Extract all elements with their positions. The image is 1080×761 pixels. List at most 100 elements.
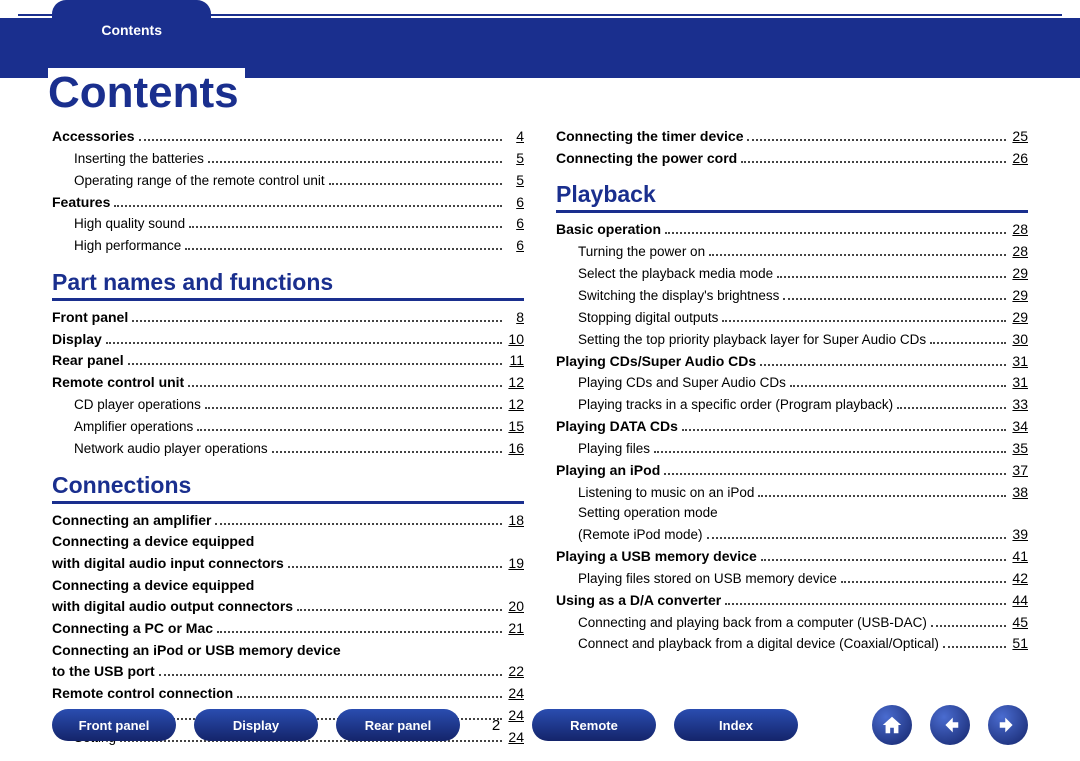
toc-entry-page: 4 — [506, 126, 524, 148]
toc-entry[interactable]: Setting operation mode — [556, 503, 1028, 524]
toc-entry[interactable]: Amplifier operations15 — [52, 416, 524, 438]
toc-entry[interactable]: Remote control connection24 — [52, 683, 524, 705]
toc-entry[interactable]: Basic operation 28 — [556, 219, 1028, 241]
toc-entry[interactable]: Playing an iPod37 — [556, 460, 1028, 482]
toc-entry[interactable]: Playing DATA CDs 34 — [556, 416, 1028, 438]
toc-entry[interactable]: to the USB port22 — [52, 661, 524, 683]
leader-dots — [758, 495, 1006, 497]
toc-entry-page: 5 — [506, 148, 524, 170]
leader-dots — [197, 429, 502, 431]
toc-entry[interactable]: High performance6 — [52, 235, 524, 257]
toc-entry-label: Amplifier operations — [52, 417, 193, 438]
toc-entry[interactable]: Display10 — [52, 329, 524, 351]
home-icon[interactable] — [872, 705, 912, 745]
toc-entry[interactable]: Turning the power on28 — [556, 241, 1028, 263]
toc-entry-page: 42 — [1010, 568, 1028, 590]
leader-dots — [761, 559, 1006, 561]
toc-entry-label: Playing DATA CDs — [556, 416, 678, 438]
toc-entry-label: Connecting and playing back from a compu… — [556, 613, 927, 634]
toc-entry-label: Playing tracks in a specific order (Prog… — [556, 395, 893, 416]
prev-page-icon[interactable] — [930, 705, 970, 745]
toc-entry-label: Display — [52, 329, 102, 351]
leader-dots — [208, 161, 502, 163]
leader-dots — [237, 696, 502, 698]
toc-entry[interactable]: Connecting and playing back from a compu… — [556, 612, 1028, 634]
toc-entry-label: (Remote iPod mode) — [556, 525, 703, 546]
toc-entry-label: Playing a USB memory device — [556, 546, 757, 568]
toc-entry[interactable]: Connecting the power cord26 — [556, 148, 1028, 170]
toc-entry[interactable]: Features6 — [52, 192, 524, 214]
toc-entry[interactable]: High quality sound6 — [52, 213, 524, 235]
leader-dots — [106, 342, 502, 344]
footer-button-index[interactable]: Index — [674, 709, 798, 741]
next-page-icon[interactable] — [988, 705, 1028, 745]
toc-entry-label: Accessories — [52, 126, 135, 148]
toc-entry[interactable]: Setting the top priority playback layer … — [556, 329, 1028, 351]
toc-entry[interactable]: Playing tracks in a specific order (Prog… — [556, 394, 1028, 416]
toc-entry-label: Connecting a device equipped — [52, 531, 254, 553]
toc-entry-page: 39 — [1010, 524, 1028, 546]
leader-dots — [217, 631, 502, 633]
toc-entry[interactable]: Connecting the timer device25 — [556, 126, 1028, 148]
footer-button-rear-panel[interactable]: Rear panel — [336, 709, 460, 741]
toc-entry[interactable]: Select the playback media mode 29 — [556, 263, 1028, 285]
toc-entry-page: 29 — [1010, 307, 1028, 329]
toc-entry[interactable]: Network audio player operations16 — [52, 438, 524, 460]
toc-entry[interactable]: Playing a USB memory device41 — [556, 546, 1028, 568]
toc-entry-label: to the USB port — [52, 661, 155, 683]
footer-button-remote[interactable]: Remote — [532, 709, 656, 741]
toc-entry[interactable]: Remote control unit12 — [52, 372, 524, 394]
toc-entry[interactable]: Connecting a device equipped — [52, 575, 524, 597]
toc-entry[interactable]: Front panel8 — [52, 307, 524, 329]
toc-entry[interactable]: Playing files35 — [556, 438, 1028, 460]
toc-entry[interactable]: Listening to music on an iPod38 — [556, 482, 1028, 504]
toc-entry[interactable]: Operating range of the remote control un… — [52, 170, 524, 192]
toc-entry-label: Features — [52, 192, 110, 214]
toc-entry[interactable]: with digital audio output connectors20 — [52, 596, 524, 618]
leader-dots — [943, 646, 1006, 648]
leader-dots — [931, 625, 1006, 627]
leader-dots — [665, 232, 1006, 234]
leader-dots — [329, 183, 502, 185]
toc-entry-label: Connecting an iPod or USB memory device — [52, 640, 341, 662]
leader-dots — [747, 139, 1006, 141]
toc-entry[interactable]: with digital audio input connectors19 — [52, 553, 524, 575]
toc-entry-page: 25 — [1010, 126, 1028, 148]
toc-entry[interactable]: Stopping digital outputs29 — [556, 307, 1028, 329]
toc-entry-page: 29 — [1010, 263, 1028, 285]
toc-entry[interactable]: Connecting a device equipped — [52, 531, 524, 553]
footer-button-front-panel[interactable]: Front panel — [52, 709, 176, 741]
leader-dots — [128, 363, 502, 365]
toc-entry-label: CD player operations — [52, 395, 201, 416]
toc-entry-page: 28 — [1010, 219, 1028, 241]
toc-entry-label: Connecting a device equipped — [52, 575, 254, 597]
toc-entry-page: 34 — [1010, 416, 1028, 438]
toc-entry[interactable]: Playing files stored on USB memory devic… — [556, 568, 1028, 590]
toc-entry-label: High performance — [52, 236, 181, 257]
toc-entry-page: 30 — [1010, 329, 1028, 351]
toc-entry[interactable]: Connecting an iPod or USB memory device — [52, 640, 524, 662]
tab-contents[interactable]: Contents — [52, 0, 211, 60]
toc-entry[interactable]: Using as a D/A converter44 — [556, 590, 1028, 612]
toc-entry-page: 6 — [506, 213, 524, 235]
toc-entry-page: 38 — [1010, 482, 1028, 504]
toc-entry[interactable]: (Remote iPod mode) 39 — [556, 524, 1028, 546]
toc-entry[interactable]: Switching the display's brightness29 — [556, 285, 1028, 307]
toc-entry-label: Connect and playback from a digital devi… — [556, 634, 939, 655]
leader-dots — [188, 385, 502, 387]
toc-entry-page: 28 — [1010, 241, 1028, 263]
toc-entry[interactable]: CD player operations12 — [52, 394, 524, 416]
toc-entry[interactable]: Accessories 4 — [52, 126, 524, 148]
leader-dots — [722, 320, 1006, 322]
toc-entry-label: Remote control unit — [52, 372, 184, 394]
footer-button-display[interactable]: Display — [194, 709, 318, 741]
toc-entry[interactable]: Inserting the batteries5 — [52, 148, 524, 170]
toc-entry[interactable]: Connecting a PC or Mac21 — [52, 618, 524, 640]
toc-entry[interactable]: Rear panel11 — [52, 350, 524, 372]
toc-entry[interactable]: Connecting an amplifier18 — [52, 510, 524, 532]
toc-entry[interactable]: Connect and playback from a digital devi… — [556, 633, 1028, 655]
toc-entry[interactable]: Playing CDs and Super Audio CDs31 — [556, 372, 1028, 394]
toc-entry-label: Basic operation — [556, 219, 661, 241]
toc-entry-label: Select the playback media mode — [556, 264, 773, 285]
toc-entry[interactable]: Playing CDs/Super Audio CDs31 — [556, 351, 1028, 373]
